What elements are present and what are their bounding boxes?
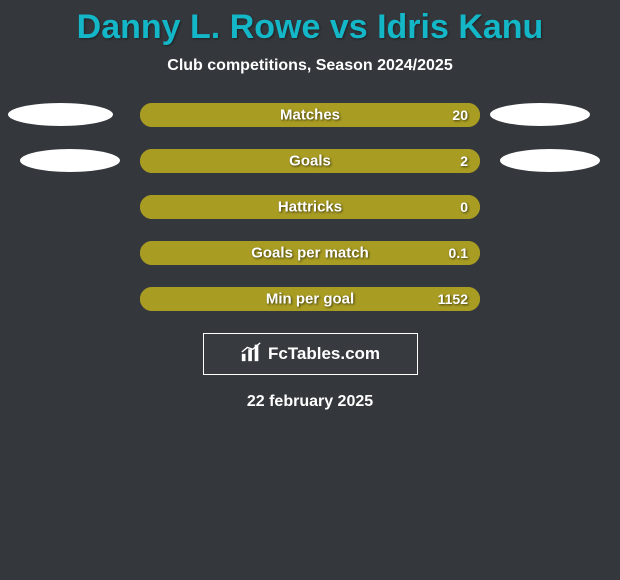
stat-row: Min per goal 1152	[140, 287, 480, 311]
stat-row: Matches 20	[140, 103, 480, 127]
stats-area: Matches 20 Goals 2 Hattricks 0 Goals per…	[0, 103, 620, 311]
player-avatar-placeholder	[20, 149, 120, 172]
stat-value: 2	[460, 153, 468, 169]
stat-label: Goals	[289, 153, 331, 170]
stat-value: 0	[460, 199, 468, 215]
stat-row: Goals per match 0.1	[140, 241, 480, 265]
stat-label: Matches	[280, 107, 340, 124]
stat-value: 1152	[438, 291, 468, 307]
date-line: 22 february 2025	[0, 393, 620, 411]
player-avatar-placeholder	[8, 103, 113, 126]
stat-label: Min per goal	[266, 291, 354, 308]
brand-box[interactable]: FcTables.com	[203, 333, 418, 375]
stat-row: Hattricks 0	[140, 195, 480, 219]
page-title: Danny L. Rowe vs Idris Kanu	[0, 0, 620, 47]
stat-value: 0.1	[449, 245, 468, 261]
player-avatar-placeholder	[500, 149, 600, 172]
stat-label: Goals per match	[251, 245, 369, 262]
fctables-logo-icon	[240, 341, 262, 368]
stat-row: Goals 2	[140, 149, 480, 173]
stat-label: Hattricks	[278, 199, 342, 216]
stat-value: 20	[452, 107, 468, 123]
player-avatar-placeholder	[490, 103, 590, 126]
brand-text: FcTables.com	[268, 344, 380, 364]
subtitle: Club competitions, Season 2024/2025	[0, 57, 620, 75]
